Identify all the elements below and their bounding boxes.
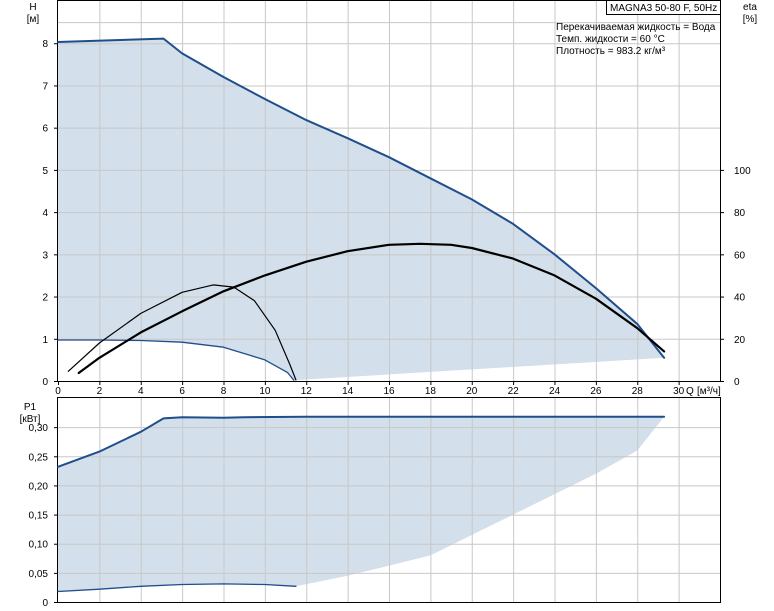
min-head-curve [57, 339, 295, 381]
flow-tick-label: 0 [55, 386, 61, 397]
flow-tick-label: 28 [632, 386, 644, 397]
eta-tick-label: 80 [734, 208, 746, 219]
power-axis-label: P1 [24, 402, 37, 413]
power-tick-label: 0,20 [29, 481, 49, 492]
head-tick-label: 7 [42, 81, 48, 92]
model-box [606, 0, 721, 15]
power-max-curve [57, 415, 666, 468]
power-plot [57, 397, 721, 603]
flow-tick-label: 4 [138, 386, 144, 397]
head-tick-label: 2 [42, 293, 48, 304]
head-axis-label: H [29, 2, 36, 13]
head-plot [57, 0, 721, 382]
efficiency-min-curve [67, 284, 297, 381]
eta-axis-unit: [%] [743, 14, 758, 25]
flow-tick-label: 30 [673, 386, 685, 397]
eta-tick-label: 20 [734, 335, 746, 346]
flow-axis-unit: [м³/ч] [697, 386, 721, 397]
flow-tick-label: 24 [549, 386, 561, 397]
power-tick-label: 0,05 [29, 569, 49, 580]
head-tick-label: 8 [42, 39, 48, 50]
head-axis-unit: [м] [27, 14, 40, 25]
flow-tick-label: 6 [179, 386, 185, 397]
temperature-label: Темп. жидкости = 60 °C [556, 34, 665, 45]
power-min-curve [57, 583, 297, 593]
flow-tick-label: 26 [590, 386, 602, 397]
head-tick-label: 0 [42, 377, 48, 388]
power-plot-frame [57, 397, 721, 603]
flow-tick-label: 12 [301, 386, 313, 397]
head-tick-label: 3 [42, 250, 48, 261]
flow-tick-label: 20 [466, 386, 478, 397]
power-tick-label: 0,10 [29, 540, 49, 551]
flow-tick-label: 2 [97, 386, 103, 397]
head-tick-label: 4 [42, 208, 48, 219]
power-tick-label: 0,15 [29, 511, 49, 522]
power-tick-label: 0,25 [29, 452, 49, 463]
flow-axis-label: Q [686, 386, 694, 397]
eta-axis-label: eta [743, 2, 757, 13]
head-tick-label: 6 [42, 124, 48, 135]
flow-tick-label: 16 [383, 386, 395, 397]
flow-tick-label: 8 [221, 386, 227, 397]
eta-tick-label: 100 [734, 166, 751, 177]
eta-tick-label: 0 [734, 377, 740, 388]
head-operating-envelope [58, 38, 665, 381]
flow-tick-label: 10 [259, 386, 271, 397]
density-label: Плотность = 983.2 кг/м³ [556, 46, 666, 57]
head-tick-label: 5 [42, 166, 48, 177]
flow-tick-label: 22 [508, 386, 520, 397]
power-axis-unit: [кВт] [20, 414, 41, 425]
efficiency-max-curve [77, 242, 666, 375]
power-operating-envelope [58, 416, 665, 592]
head-tick-label: 1 [42, 335, 48, 346]
model-label: MAGNA3 50-80 F, 50Hz [610, 3, 717, 14]
eta-tick-label: 40 [734, 293, 746, 304]
flow-tick-label: 14 [342, 386, 354, 397]
power-tick-label: 0,30 [29, 423, 49, 434]
liquid-label: Перекачиваемая жидкость = Вода [556, 22, 716, 33]
eta-tick-label: 60 [734, 250, 746, 261]
info-box: MAGNA3 50-80 F, 50Hz Перекачиваемая жидк… [556, 0, 721, 57]
power-tick-label: 0 [42, 598, 48, 609]
max-head-curve [57, 37, 666, 359]
flow-tick-label: 18 [425, 386, 437, 397]
